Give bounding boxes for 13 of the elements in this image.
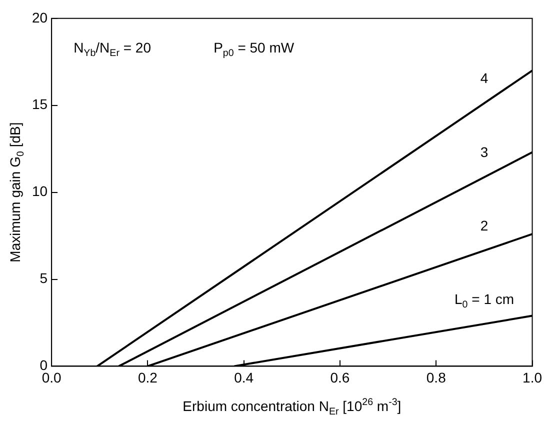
y-tick-label: 15: [32, 96, 48, 112]
y-tick-label: 20: [32, 9, 48, 26]
x-tick-label: 0.4: [234, 369, 254, 386]
x-tick-label: 0.8: [426, 369, 446, 386]
x-tick-label: 1.0: [522, 369, 542, 386]
series-label: 2: [480, 217, 488, 234]
series-label: 4: [480, 70, 488, 86]
y-tick-label: 5: [40, 270, 48, 286]
y-tick-label: 10: [32, 183, 48, 200]
x-tick-label: 0.2: [138, 369, 158, 386]
series-label: 3: [480, 144, 488, 160]
x-tick-label: 0.6: [330, 369, 350, 386]
y-axis-title: Maximum gain G0 [dB]: [6, 122, 27, 262]
